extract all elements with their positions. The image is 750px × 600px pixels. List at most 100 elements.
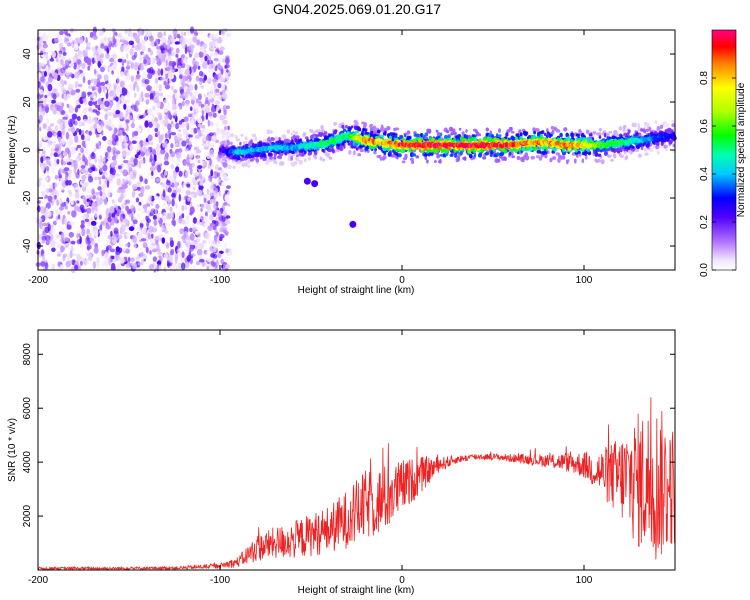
noise-cell: [224, 219, 231, 225]
noise-cell: [92, 261, 97, 269]
noise-cell: [98, 86, 102, 94]
noise-cell: [207, 111, 213, 117]
noise-cell: [128, 163, 133, 170]
noise-cell: [107, 112, 113, 116]
noise-cell: [135, 74, 141, 79]
noise-cell: [70, 240, 76, 245]
noise-cell: [64, 243, 70, 248]
noise-cell: [69, 37, 74, 43]
noise-cell: [113, 159, 117, 166]
noise-cell: [77, 55, 83, 60]
noise-cell: [176, 188, 182, 193]
signal-cell: [605, 132, 610, 138]
noise-cell: [115, 96, 119, 102]
noise-cell: [92, 57, 95, 65]
noise-cell: [151, 113, 155, 121]
noise-cell: [119, 136, 123, 144]
noise-cell: [189, 245, 194, 252]
noise-cell: [36, 205, 41, 213]
noise-cell: [105, 246, 109, 252]
noise-cell: [144, 92, 150, 98]
noise-cell: [149, 90, 154, 94]
signal-cell: [632, 122, 638, 128]
noise-cell: [74, 106, 79, 113]
signal-cell: [598, 135, 602, 139]
noise-cell: [194, 134, 201, 139]
noise-cell: [169, 206, 173, 212]
noise-cell: [216, 231, 219, 237]
signal-cell: [332, 149, 335, 154]
signal-cell: [458, 127, 462, 131]
noise-cell: [103, 40, 110, 47]
noise-cell: [117, 58, 123, 63]
signal-cell: [240, 133, 244, 137]
noise-cell: [222, 210, 228, 218]
signal-cell: [295, 131, 299, 135]
noise-cell: [198, 185, 204, 190]
noise-cell: [186, 236, 191, 241]
signal-cell: [592, 130, 597, 135]
noise-cell: [185, 63, 190, 71]
signal-cell: [637, 123, 641, 128]
noise-cell: [185, 139, 190, 144]
noise-cell: [118, 165, 122, 170]
noise-cell: [200, 215, 204, 221]
noise-cell: [98, 180, 102, 185]
noise-cell: [97, 176, 102, 180]
noise-cell: [226, 69, 229, 73]
noise-cell: [94, 176, 98, 181]
noise-cell: [73, 61, 77, 70]
signal-cell: [659, 124, 664, 130]
signal-cell: [357, 153, 362, 157]
noise-cell: [83, 206, 88, 210]
signal-cell: [230, 141, 233, 146]
signal-cell: [379, 156, 383, 161]
noise-cell: [42, 123, 47, 129]
noise-cell: [103, 198, 108, 206]
noise-cell: [156, 58, 162, 66]
noise-cell: [126, 60, 130, 69]
signal-cell: [619, 154, 625, 158]
noise-cell: [111, 199, 115, 204]
noise-cell: [88, 253, 92, 258]
signal-cell: [396, 156, 399, 160]
noise-cell: [196, 39, 200, 46]
noise-cell: [57, 130, 62, 137]
signal-cell: [348, 150, 352, 155]
noise-cell: [136, 62, 141, 68]
noise-cell: [190, 253, 196, 257]
noise-cell: [57, 213, 61, 220]
noise-cell: [106, 146, 112, 153]
noise-cell: [40, 62, 45, 67]
noise-cell: [189, 227, 193, 233]
signal-cell: [347, 127, 352, 132]
noise-cell: [168, 175, 174, 182]
noise-cell: [115, 41, 121, 47]
noise-cell: [168, 73, 174, 80]
signal-cell: [361, 130, 364, 135]
noise-cell: [47, 211, 52, 218]
noise-cell: [138, 55, 143, 62]
signal-cell: [244, 136, 248, 141]
noise-cell: [165, 180, 171, 186]
noise-cell: [163, 253, 168, 260]
signal-cell: [478, 133, 482, 137]
noise-cell: [64, 237, 69, 242]
signal-cell: [451, 128, 456, 133]
noise-cell: [110, 230, 113, 237]
noise-cell: [57, 125, 63, 130]
noise-cell: [143, 112, 147, 117]
noise-cell: [57, 105, 63, 112]
noise-cell: [38, 41, 42, 49]
noise-cell: [176, 133, 182, 139]
noise-cell: [122, 184, 128, 189]
noise-cell: [114, 216, 118, 224]
signal-cell: [439, 132, 443, 137]
signal-cell: [532, 127, 536, 132]
noise-cell: [173, 89, 178, 93]
noise-cell: [134, 35, 140, 42]
signal-cell: [533, 130, 536, 135]
noise-cell: [85, 165, 88, 171]
signal-cell: [230, 133, 235, 138]
noise-cell: [59, 154, 63, 158]
